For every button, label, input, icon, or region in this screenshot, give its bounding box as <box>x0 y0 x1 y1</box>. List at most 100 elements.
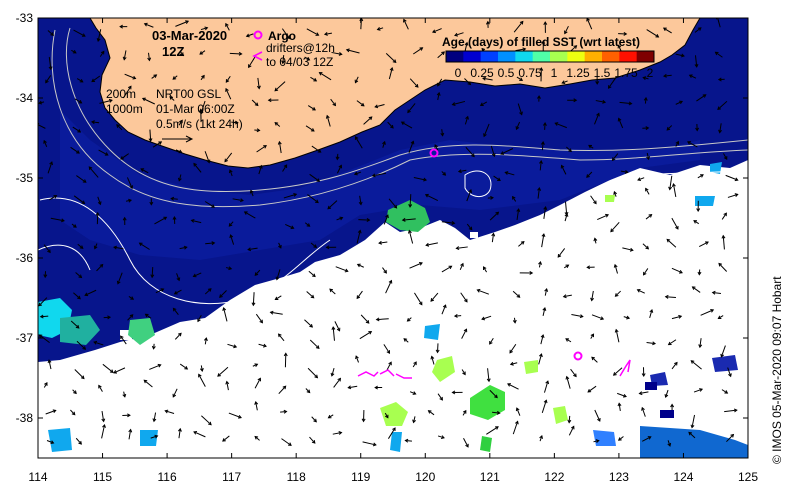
velocity-arrow <box>91 75 101 83</box>
velocity-arrows <box>38 18 739 448</box>
velocity-arrow <box>384 412 389 419</box>
velocity-arrow <box>174 332 182 340</box>
velocity-arrow <box>249 189 254 197</box>
velocity-arrow <box>228 169 233 177</box>
velocity-arrow <box>254 400 259 411</box>
velocity-arrow <box>170 196 178 201</box>
colorbar: 0 0.25 0.5 0.75 1 1.25 1.5 1.75 2 <box>445 50 655 80</box>
velocity-arrow <box>638 391 649 396</box>
velocity-arrow <box>431 28 442 34</box>
velocity-arrow <box>400 121 413 129</box>
velocity-arrow <box>359 331 373 340</box>
velocity-arrow <box>204 151 211 164</box>
depth-1000-label: 1000m <box>106 102 143 116</box>
velocity-arrow <box>568 425 575 436</box>
velocity-arrow <box>43 381 48 388</box>
velocity-arrow <box>437 51 445 59</box>
velocity-arrow <box>486 368 491 383</box>
velocity-arrow <box>613 263 618 274</box>
velocity-arrow <box>307 367 319 379</box>
colorbar-swatch <box>636 51 655 62</box>
velocity-arrow <box>285 223 295 230</box>
velocity-arrow <box>542 307 547 316</box>
velocity-arrow <box>723 153 728 161</box>
velocity-arrow <box>541 233 546 248</box>
velocity-arrow <box>451 100 466 106</box>
velocity-arrow <box>245 33 254 38</box>
velocity-arrow <box>617 44 622 52</box>
velocity-arrow <box>699 241 709 248</box>
velocity-arrow <box>590 290 595 302</box>
velocity-arrow <box>228 221 234 227</box>
velocity-arrow <box>489 337 494 345</box>
velocity-arrow <box>376 26 384 31</box>
velocity-arrow <box>457 169 467 174</box>
velocity-arrow <box>486 426 499 435</box>
velocity-arrow <box>407 103 416 114</box>
velocity-arrow <box>283 352 288 368</box>
axis-ticks: 114 115 116 117 118 119 120 121 122 123 124 125-33-… <box>16 11 759 484</box>
velocity-arrow <box>388 198 398 209</box>
y-tick-label: -33 <box>16 11 34 25</box>
velocity-arrow <box>138 242 150 250</box>
velocity-arrow <box>356 263 364 268</box>
title-time: 12Z <box>162 44 184 59</box>
velocity-arrow <box>229 234 235 245</box>
velocity-arrow <box>327 414 334 419</box>
velocity-arrow <box>413 176 428 182</box>
velocity-arrow <box>406 317 412 322</box>
velocity-arrow <box>591 314 605 321</box>
velocity-arrow <box>169 96 175 101</box>
velocity-arrow <box>122 413 131 418</box>
velocity-arrow <box>254 269 261 276</box>
velocity-arrow <box>541 399 548 414</box>
velocity-arrow <box>667 440 672 447</box>
velocity-arrow <box>101 410 106 423</box>
velocity-arrow <box>325 245 337 250</box>
velocity-arrow <box>172 388 178 398</box>
velocity-arrow <box>724 408 738 413</box>
velocity-arrow <box>70 146 80 154</box>
velocity-arrow <box>687 141 698 148</box>
velocity-arrow <box>281 438 292 446</box>
velocity-arrow <box>725 174 739 182</box>
velocity-arrow <box>459 262 464 271</box>
velocity-arrow <box>282 164 288 172</box>
velocity-arrow <box>113 245 124 250</box>
velocity-arrow <box>75 437 82 445</box>
velocity-arrow <box>267 98 279 103</box>
velocity-arrow <box>258 164 263 175</box>
velocity-arrow <box>198 108 203 123</box>
velocity-arrow <box>617 402 622 412</box>
velocity-arrow <box>71 49 77 54</box>
velocity-arrow <box>383 344 391 354</box>
velocity-arrow <box>200 74 205 81</box>
velocity-arrow <box>197 314 202 323</box>
velocity-arrow <box>73 292 81 300</box>
velocity-arrow <box>225 380 230 391</box>
velocity-arrow <box>565 375 571 389</box>
velocity-arrow <box>175 149 183 154</box>
product-label: NRT00 GSL <box>156 87 221 101</box>
velocity-arrow <box>179 363 189 370</box>
velocity-arrow <box>72 389 77 395</box>
velocity-arrow <box>152 412 157 423</box>
colorbar-tick-label: 0.5 <box>498 66 515 80</box>
velocity-arrow <box>675 53 685 58</box>
velocity-arrow <box>586 171 593 178</box>
velocity-arrow <box>614 328 620 343</box>
velocity-arrow <box>671 361 678 370</box>
velocity-arrow <box>254 128 261 133</box>
colorbar-swatch <box>602 51 620 62</box>
velocity-arrow <box>47 30 55 36</box>
argo-legend-icon <box>253 30 263 40</box>
velocity-arrow <box>482 76 493 81</box>
velocity-arrow <box>515 47 527 52</box>
velocity-arrow <box>38 334 50 344</box>
velocity-arrow <box>455 246 468 251</box>
velocity-arrow <box>414 292 423 306</box>
velocity-arrow <box>566 146 572 153</box>
velocity-arrow <box>362 441 377 447</box>
velocity-arrow <box>586 265 595 270</box>
